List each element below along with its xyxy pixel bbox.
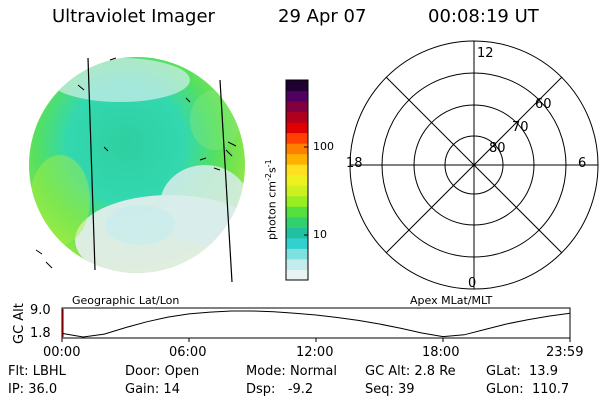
time-label: 00:08:19 UT bbox=[428, 6, 539, 27]
info-mode: Mode: Normal bbox=[246, 364, 337, 379]
mlt-label-18: 18 bbox=[346, 156, 363, 171]
colorbar-cell bbox=[286, 153, 308, 165]
colorbar-cell bbox=[286, 111, 308, 123]
colorbar-cell bbox=[286, 101, 308, 113]
longitude-line-left bbox=[87, 57, 96, 271]
mlt-label-12: 12 bbox=[477, 46, 494, 61]
colorbar-label-text: photon cm bbox=[265, 181, 279, 240]
colorbar-label-s: s bbox=[265, 167, 279, 174]
info-ip-label: IP: bbox=[8, 382, 25, 397]
altitude-ytick-max: 9.0 bbox=[30, 303, 51, 318]
info-glat-value: 13.9 bbox=[529, 364, 558, 379]
colorbar-cell bbox=[286, 132, 308, 144]
altitude-xtick-1200: 12:00 bbox=[296, 345, 334, 360]
colorbar-cell bbox=[286, 269, 308, 281]
altitude-xtick-0600: 06:00 bbox=[169, 345, 207, 360]
colorbar-cell bbox=[286, 174, 308, 186]
colorbar-label-exp1: -2 bbox=[264, 173, 273, 182]
info-glat-label: GLat: bbox=[486, 364, 521, 379]
date-label: 29 Apr 07 bbox=[278, 6, 367, 27]
altitude-xtick-0000: 00:00 bbox=[43, 345, 81, 360]
info-door: Door: Open bbox=[125, 364, 199, 379]
info-door-label: Door: bbox=[125, 364, 161, 379]
polar-diagonal-2 bbox=[385, 76, 563, 254]
colorbar-cell bbox=[286, 122, 308, 134]
info-dsp-value: -9.2 bbox=[287, 382, 314, 397]
info-door-value: Open bbox=[164, 364, 200, 379]
colorbar-frame bbox=[285, 79, 309, 281]
colorbar-cell bbox=[286, 185, 308, 197]
info-seq-value: 39 bbox=[398, 382, 415, 397]
colorbar-cell bbox=[286, 90, 308, 102]
info-mode-value: Normal bbox=[289, 364, 337, 379]
mlat-label-70: 70 bbox=[512, 120, 529, 135]
info-seq-label: Seq: bbox=[365, 382, 394, 397]
polar-grid bbox=[349, 40, 599, 290]
mlt-label-6: 6 bbox=[578, 156, 587, 171]
info-gain-value: 14 bbox=[163, 382, 180, 397]
colorbar-cell bbox=[286, 206, 308, 218]
app-title: Ultraviolet Imager bbox=[52, 6, 215, 27]
info-glat: GLat: 13.9 bbox=[486, 364, 558, 379]
info-flt: Flt: LBHL bbox=[8, 364, 66, 379]
longitude-line-right bbox=[219, 79, 233, 283]
info-gc-alt-value: 2.8 Re bbox=[414, 364, 456, 379]
altitude-ytick-min: 1.8 bbox=[30, 326, 51, 341]
colorbar-cell bbox=[286, 258, 308, 270]
colorbar-label: photon cm-2s-1 bbox=[264, 159, 279, 240]
info-glon-label: GLon: bbox=[486, 382, 524, 397]
info-gain: Gain: 14 bbox=[125, 382, 180, 397]
info-ip: IP: 36.0 bbox=[8, 382, 57, 397]
mlat-label-60: 60 bbox=[535, 97, 552, 112]
colorbar-cell bbox=[286, 216, 308, 228]
info-gc-alt-label: GC Alt: bbox=[365, 364, 411, 379]
info-flt-value: LBHL bbox=[32, 364, 66, 379]
altitude-series-line bbox=[61, 310, 571, 338]
altitude-chart bbox=[61, 310, 571, 342]
colorbar-tick-100: 100 bbox=[313, 140, 334, 153]
colorbar-cell bbox=[286, 227, 308, 239]
altitude-xtick-2359: 23:59 bbox=[546, 345, 584, 360]
info-glon: GLon: 110.7 bbox=[486, 382, 569, 397]
apex-label: Apex MLat/MLT bbox=[410, 294, 493, 307]
info-dsp: Dsp: -9.2 bbox=[246, 382, 313, 397]
colorbar-cell bbox=[286, 164, 308, 176]
colorbar-cell bbox=[286, 248, 308, 260]
colorbar-tick-10: 10 bbox=[313, 228, 327, 241]
altitude-xtick-1800: 18:00 bbox=[422, 345, 460, 360]
altitude-plot-frame bbox=[61, 307, 571, 339]
colorbar-cell bbox=[286, 80, 308, 92]
info-glon-value: 110.7 bbox=[531, 382, 570, 397]
uv-image bbox=[29, 57, 245, 283]
mlat-label-80: 80 bbox=[489, 141, 506, 156]
info-mode-label: Mode: bbox=[246, 364, 286, 379]
mlt-label-0: 0 bbox=[468, 276, 477, 291]
info-gain-label: Gain: bbox=[125, 382, 160, 397]
altitude-ylabel: GC Alt bbox=[12, 303, 27, 344]
info-dsp-label: Dsp: bbox=[246, 382, 276, 397]
geographic-label: Geographic Lat/Lon bbox=[72, 294, 180, 307]
info-ip-value: 36.0 bbox=[28, 382, 58, 397]
info-gc-alt: GC Alt: 2.8 Re bbox=[365, 364, 456, 379]
info-seq: Seq: 39 bbox=[365, 382, 415, 397]
colorbar bbox=[285, 79, 309, 281]
coastline-fragments bbox=[35, 57, 237, 269]
colorbar-cell bbox=[286, 237, 308, 249]
colorbar-label-exp2: -1 bbox=[264, 159, 273, 168]
info-flt-label: Flt: bbox=[8, 364, 29, 379]
colorbar-cell bbox=[286, 195, 308, 207]
colorbar-cell bbox=[286, 143, 308, 155]
